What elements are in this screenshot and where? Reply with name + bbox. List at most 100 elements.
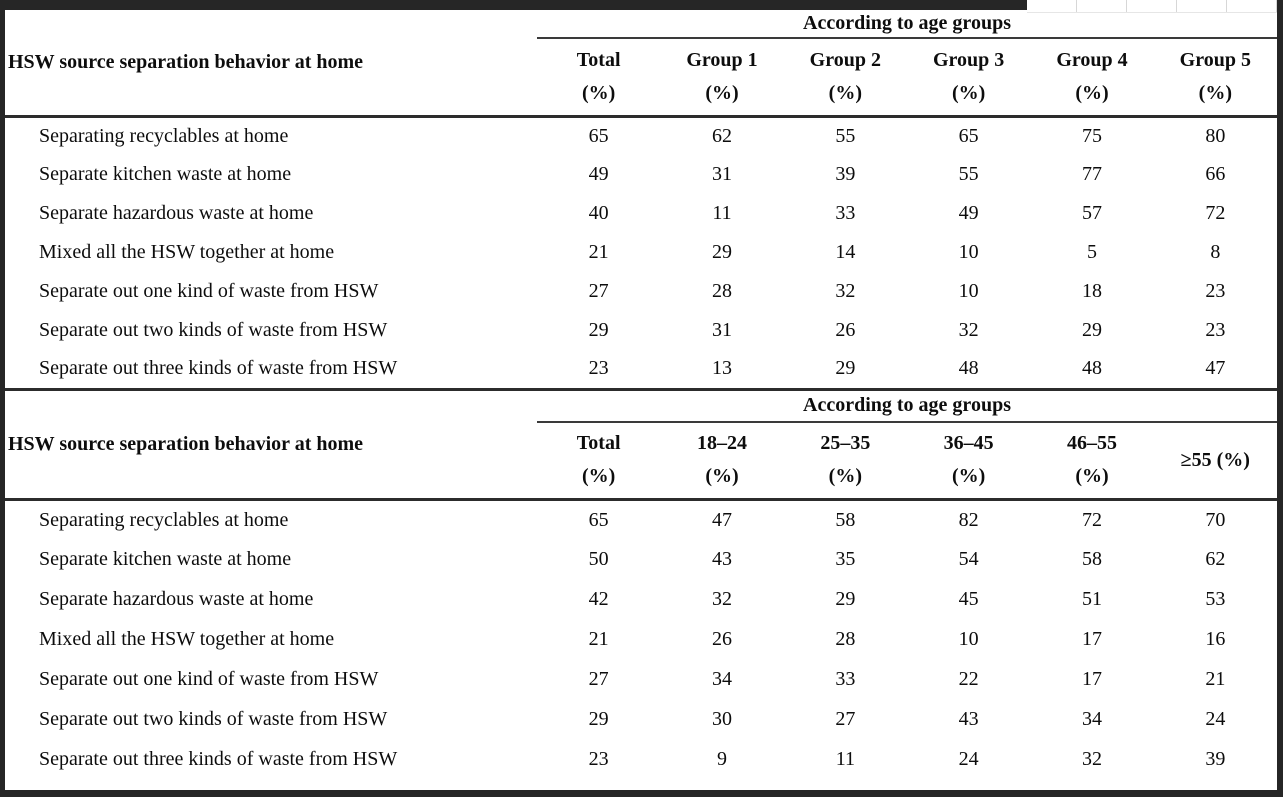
value-cell: 29 [835,588,856,610]
value-cell: 53 [1205,588,1226,610]
value-cell: 17 [1081,628,1102,650]
value-cell: 58 [1081,548,1102,570]
row-label: Separate out two kinds of waste from HSW [39,708,388,730]
value-cell: 80 [1205,124,1226,147]
column-header-unit: (%) [582,465,616,488]
value-cell: 23 [1205,280,1226,302]
value-cell: 49 [958,202,979,224]
value-cell: 35 [835,548,856,570]
column-header-label: Group 1 [686,48,758,71]
column-header: 46–55 (%) [1030,421,1154,501]
value-cell: 29 [783,350,907,391]
table-row: Separate out two kinds of waste from HSW… [5,700,1277,740]
column-header-label: Total [576,432,621,455]
row-label: Separate out three kinds of waste from H… [5,350,537,391]
value-cell: 49 [588,163,609,185]
table-row: Separate out three kinds of waste from H… [5,350,1277,391]
value-cell: 29 [588,319,609,341]
value-cell: 26 [711,628,732,650]
row-label: Separate kitchen waste at home [39,163,292,185]
value-cell: 29 [1081,319,1102,341]
column-header: Group 2 (%) [783,38,907,118]
value-cell: 23 [537,350,661,391]
value-cell: 9 [716,748,727,770]
column-header-unit: (%) [705,81,739,104]
table-head: HSW source separation behavior at home A… [5,390,1277,501]
row-label: Separate out one kind of waste from HSW [39,668,379,690]
value-cell: 34 [1081,708,1102,730]
row-label: Mixed all the HSW together at home [39,241,335,263]
table-row: Separate out one kind of waste from HSW 2… [5,272,1277,311]
value-cell: 57 [1081,202,1102,224]
value-cell: 29 [711,241,732,263]
value-cell: 32 [711,588,732,610]
value-cell: 32 [1081,748,1102,770]
table-title: HSW source separation behavior at home [5,10,537,118]
table-row: Separate hazardous waste at home 42 32 29 45… [5,580,1277,620]
column-header-label: 18–24 [696,432,747,455]
row-label: Separating recyclables at home [39,124,289,147]
value-cell: 72 [1205,202,1226,224]
span-header: According to age groups [537,10,1277,39]
value-cell: 50 [588,548,609,570]
table-body: Separating recyclables at home 65 47 58 82 72… [5,500,1277,780]
column-header: Group 5 (%) [1153,38,1277,118]
table-row: Mixed all the HSW together at home 21 29 14… [5,233,1277,272]
value-cell: 62 [711,124,732,147]
value-cell: 10 [958,280,979,302]
value-cell: 11 [712,202,732,224]
table-row: Mixed all the HSW together at home 21 26 28… [5,620,1277,660]
value-cell: 43 [958,708,979,730]
span-header-row: HSW source separation behavior at home A… [5,10,1277,118]
column-header-unit: (%) [828,465,862,488]
column-header: 36–45 (%) [906,421,1031,501]
frame-bottom-edge [0,790,1283,797]
table-head: HSW source separation behavior at home A… [5,10,1277,118]
value-cell: 31 [711,319,732,341]
span-header: According to age groups [537,390,1277,423]
value-cell: 55 [835,124,856,147]
value-cell: 65 [588,508,609,531]
row-label: Separate kitchen waste at home [39,548,292,570]
value-cell: 47 [711,508,732,531]
value-cell: 28 [835,628,856,650]
column-header: ≥55 (%) [1153,421,1277,501]
row-label: Separating recyclables at home [39,508,289,531]
value-cell: 31 [711,163,732,185]
value-cell: 18 [1081,280,1102,302]
row-label: Separate out one kind of waste from HSW [39,280,379,302]
value-cell: 70 [1205,508,1226,531]
value-cell: 34 [711,668,732,690]
table-row: Separate kitchen waste at home 50 43 35 54 58… [5,540,1277,580]
column-header-unit: (%) [1075,465,1109,488]
value-cell: 11 [835,748,855,770]
column-header-unit: (%) [951,81,986,104]
value-cell: 26 [835,319,856,341]
value-cell: 27 [588,280,609,302]
table-row: Separate out three kinds of waste from H… [5,740,1277,780]
value-cell: 65 [588,124,609,147]
column-header: Total (%) [537,38,661,118]
frame-left-edge [0,0,5,797]
column-header-label: Group 3 [932,48,1005,71]
column-header-label: 36–45 [943,432,994,455]
row-label: Separate hazardous waste at home [39,202,314,224]
column-header-row: Total (%) 18–24 (%) 25–35 (%) 36–45 (%) [5,421,1277,501]
column-header: Group 1 (%) [660,38,784,118]
value-cell: 14 [835,241,856,263]
table-row: Separate out two kinds of waste from HSW… [5,311,1277,350]
value-cell: 65 [958,124,979,147]
column-header-label: Group 4 [1056,48,1128,71]
value-cell: 54 [958,548,979,570]
column-header-label: 46–55 [1066,432,1117,455]
value-cell: 39 [1205,748,1226,770]
value-cell: 33 [835,668,856,690]
spreadsheet-gridline-strip [1027,0,1277,13]
value-cell: 32 [958,319,979,341]
value-cell: 17 [1081,668,1102,690]
value-cell: 27 [835,708,856,730]
tables-area: HSW source separation behavior at home A… [5,10,1277,780]
value-cell: 22 [958,668,979,690]
column-header-unit: (%) [1198,81,1232,104]
